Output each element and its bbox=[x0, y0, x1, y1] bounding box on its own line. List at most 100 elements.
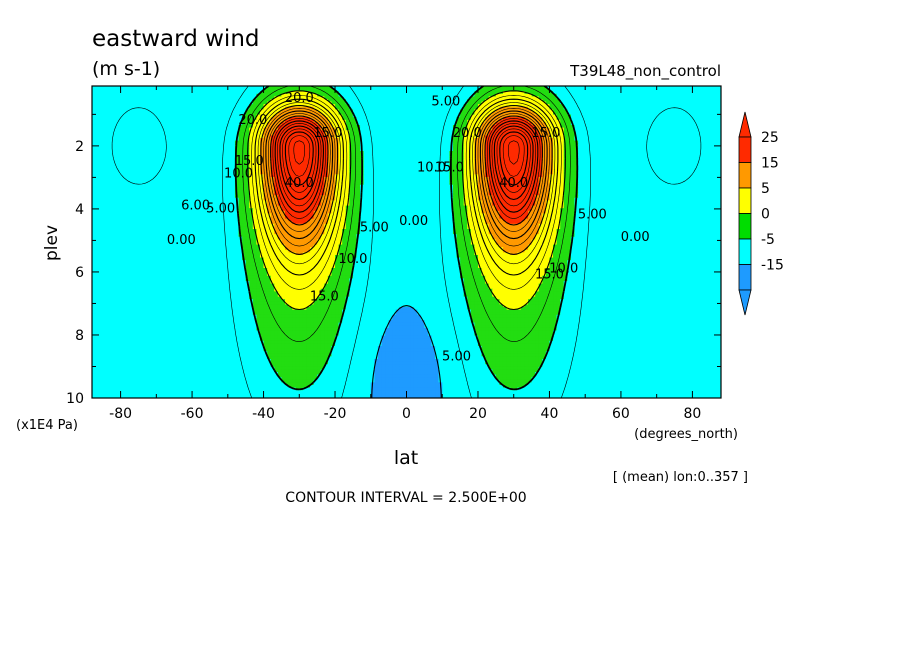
field-cell bbox=[510, 99, 515, 103]
field-cell bbox=[231, 114, 236, 118]
field-cell bbox=[360, 86, 365, 90]
field-cell bbox=[599, 112, 604, 116]
field-cell bbox=[170, 93, 175, 97]
field-cell bbox=[99, 114, 104, 118]
field-cell bbox=[567, 101, 572, 105]
field-cell bbox=[199, 88, 204, 92]
field-cell bbox=[192, 109, 197, 113]
field-cell bbox=[681, 122, 686, 126]
field-cell bbox=[599, 99, 604, 103]
field-cell bbox=[502, 88, 508, 92]
field-cell bbox=[417, 117, 422, 121]
field-cell bbox=[349, 101, 354, 105]
field-cell bbox=[313, 109, 318, 113]
field-cell bbox=[231, 91, 236, 95]
field-cell bbox=[502, 109, 508, 113]
field-cell bbox=[109, 109, 115, 113]
field-cell bbox=[549, 93, 554, 97]
field-cell bbox=[335, 104, 340, 108]
field-cell bbox=[284, 125, 290, 129]
field-cell bbox=[545, 125, 551, 129]
field-cell bbox=[227, 88, 232, 92]
field-cell bbox=[102, 93, 107, 97]
field-cell bbox=[245, 114, 250, 118]
field-cell bbox=[392, 117, 397, 121]
field-cell bbox=[127, 96, 132, 100]
field-cell bbox=[499, 106, 504, 110]
field-cell bbox=[628, 112, 633, 116]
field-cell bbox=[660, 109, 665, 113]
field-cell bbox=[520, 112, 526, 116]
field-cell bbox=[570, 93, 576, 97]
field-cell bbox=[377, 112, 383, 116]
field-cell bbox=[274, 96, 279, 100]
field-cell bbox=[209, 117, 215, 121]
field-cell bbox=[274, 106, 279, 110]
field-cell bbox=[270, 86, 275, 90]
field-cell bbox=[420, 106, 425, 110]
field-cell bbox=[524, 104, 529, 108]
field-cell bbox=[156, 117, 161, 121]
field-cell bbox=[360, 109, 365, 113]
field-cell bbox=[717, 93, 721, 97]
field-cell bbox=[520, 104, 526, 108]
field-cell bbox=[174, 86, 179, 90]
field-cell bbox=[502, 119, 508, 123]
field-cell bbox=[381, 109, 386, 113]
field-cell bbox=[313, 99, 318, 103]
field-cell bbox=[438, 114, 443, 118]
field-cell bbox=[520, 109, 526, 113]
field-cell bbox=[663, 112, 668, 116]
field-cell bbox=[288, 106, 293, 110]
field-cell bbox=[703, 96, 708, 100]
field-cell bbox=[259, 99, 265, 103]
field-cell bbox=[692, 101, 697, 105]
field-cell bbox=[385, 114, 390, 118]
field-cell bbox=[184, 122, 190, 126]
field-cell bbox=[349, 88, 354, 92]
field-cell bbox=[360, 114, 365, 118]
field-cell bbox=[142, 114, 147, 118]
field-cell bbox=[231, 122, 236, 126]
field-cell bbox=[606, 109, 611, 113]
field-cell bbox=[588, 117, 593, 121]
field-cell bbox=[242, 99, 247, 103]
field-cell bbox=[645, 112, 651, 116]
field-cell bbox=[363, 112, 368, 116]
field-cell bbox=[667, 112, 672, 116]
field-cell bbox=[106, 106, 111, 110]
field-cell bbox=[159, 88, 165, 92]
field-cell bbox=[124, 109, 129, 113]
field-cell bbox=[531, 88, 536, 92]
field-cell bbox=[631, 114, 636, 118]
field-cell bbox=[463, 86, 468, 90]
field-cell bbox=[481, 86, 486, 90]
field-cell bbox=[481, 96, 486, 100]
field-cell bbox=[163, 119, 168, 123]
field-cell bbox=[442, 93, 447, 97]
field-cell bbox=[613, 122, 618, 126]
field-cell bbox=[431, 88, 436, 92]
field-cell bbox=[195, 122, 200, 126]
field-cell bbox=[395, 86, 400, 90]
field-cell bbox=[685, 109, 690, 113]
field-cell bbox=[277, 112, 283, 116]
field-cell bbox=[370, 104, 375, 108]
field-cell bbox=[610, 125, 615, 129]
field-cell bbox=[324, 106, 329, 110]
field-cell bbox=[477, 99, 483, 103]
field-cell bbox=[578, 112, 583, 116]
field-cell bbox=[388, 125, 393, 129]
field-cell bbox=[192, 117, 197, 121]
field-cell bbox=[227, 106, 232, 110]
field-cell bbox=[274, 101, 279, 105]
field-cell bbox=[531, 112, 536, 116]
field-cell bbox=[710, 119, 715, 123]
field-cell bbox=[338, 122, 343, 126]
field-cell bbox=[681, 96, 686, 100]
field-cell bbox=[635, 119, 640, 123]
field-cell bbox=[628, 119, 633, 123]
field-cell bbox=[502, 101, 508, 105]
field-cell bbox=[613, 117, 618, 121]
field-cell bbox=[710, 122, 715, 126]
